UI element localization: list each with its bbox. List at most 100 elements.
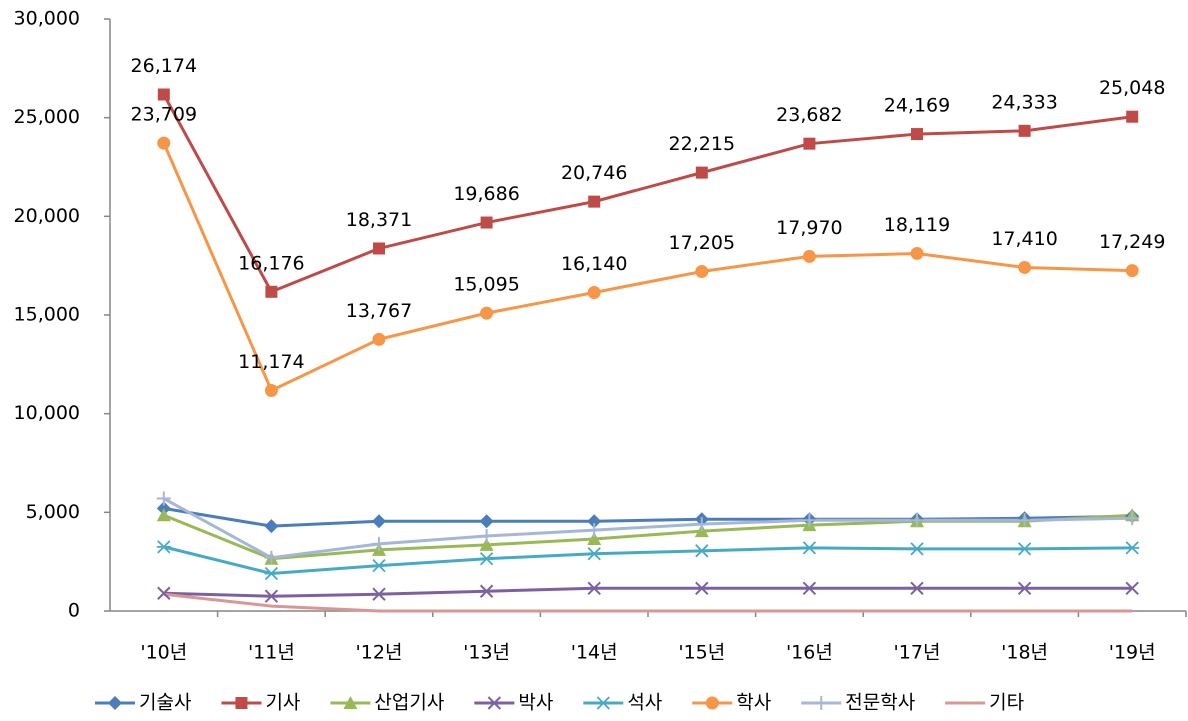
series-line xyxy=(163,586,1133,598)
data-label: 17,970 xyxy=(776,217,842,239)
x-tick-label: '17년 xyxy=(894,642,941,664)
data-label: 18,119 xyxy=(884,214,950,236)
x-tick-label: '11년 xyxy=(248,642,295,664)
marker xyxy=(1125,581,1139,596)
marker xyxy=(479,537,494,551)
marker xyxy=(157,586,171,600)
marker xyxy=(802,541,817,555)
marker xyxy=(343,696,358,709)
marker xyxy=(108,696,122,710)
marker xyxy=(910,246,924,260)
legend-label: 전문학사 xyxy=(845,692,915,714)
data-label: 18,371 xyxy=(346,209,412,231)
data-label: 26,174 xyxy=(131,55,197,77)
marker xyxy=(372,536,386,551)
marker xyxy=(814,696,829,710)
data-label: 16,176 xyxy=(238,252,304,274)
marker xyxy=(587,547,602,561)
series-line xyxy=(163,506,1133,528)
data-label: 19,686 xyxy=(453,183,519,205)
marker xyxy=(479,529,494,544)
marker xyxy=(372,514,386,529)
marker xyxy=(802,513,817,528)
marker xyxy=(587,523,602,538)
marker xyxy=(264,566,279,581)
legend-label: 기타 xyxy=(989,692,1024,714)
marker xyxy=(596,696,611,710)
x-tick-label: '12년 xyxy=(356,642,403,664)
marker xyxy=(1126,110,1139,123)
y-tick-label: 30,000 xyxy=(14,8,80,30)
marker xyxy=(588,195,601,208)
legend-label: 학사 xyxy=(736,692,771,714)
x-tick-label: '19년 xyxy=(1109,642,1156,664)
series-line xyxy=(163,497,1133,560)
marker xyxy=(1017,581,1032,596)
marker xyxy=(1017,513,1032,528)
legend-label: 박사 xyxy=(518,692,553,714)
marker xyxy=(372,558,386,573)
marker xyxy=(1017,542,1032,556)
legend-item: 기사 xyxy=(221,692,300,714)
marker xyxy=(264,383,278,397)
legend-label: 기술사 xyxy=(139,692,191,714)
marker xyxy=(479,514,494,529)
legend-item: 석사 xyxy=(583,692,662,714)
marker xyxy=(156,491,171,506)
marker xyxy=(910,581,924,596)
y-tick-label: 5,000 xyxy=(26,501,80,523)
marker xyxy=(910,542,924,556)
marker xyxy=(156,540,171,554)
legend-item: 기술사 xyxy=(95,692,191,714)
marker xyxy=(479,552,494,566)
marker xyxy=(1018,124,1031,137)
data-label: 20,746 xyxy=(561,162,627,184)
x-tick-label: '10년 xyxy=(140,642,187,664)
legend-item: 기타 xyxy=(945,692,1024,714)
x-tick-label: '14년 xyxy=(571,642,618,664)
legend-item: 전문학사 xyxy=(801,692,915,714)
marker xyxy=(802,249,816,263)
series-line xyxy=(162,93,1133,294)
marker xyxy=(264,550,279,565)
marker xyxy=(157,88,170,101)
data-label: 17,249 xyxy=(1099,231,1165,253)
y-tick-label: 0 xyxy=(68,600,80,622)
y-tick-label: 20,000 xyxy=(14,205,80,227)
marker xyxy=(1125,264,1139,278)
marker xyxy=(802,581,817,596)
data-label: 23,709 xyxy=(131,104,197,126)
y-tick-label: 10,000 xyxy=(14,402,80,424)
y-tick-label: 15,000 xyxy=(14,304,80,326)
x-tick-label: '15년 xyxy=(678,642,725,664)
marker xyxy=(911,128,923,141)
x-tick-label: '13년 xyxy=(463,642,510,664)
data-label: 15,095 xyxy=(453,274,519,296)
marker xyxy=(235,697,248,709)
marker xyxy=(910,513,924,528)
marker xyxy=(694,517,709,532)
marker xyxy=(372,332,386,346)
marker xyxy=(695,581,709,596)
marker xyxy=(1125,511,1140,526)
marker xyxy=(694,544,709,558)
legend-item: 박사 xyxy=(474,692,553,714)
marker xyxy=(480,216,493,229)
legend-label: 기사 xyxy=(265,692,300,714)
data-label: 17,205 xyxy=(669,232,735,254)
marker xyxy=(265,285,278,298)
data-label: 24,169 xyxy=(884,95,950,117)
x-tick-label: '18년 xyxy=(1001,642,1048,664)
legend-label: 석사 xyxy=(627,692,662,714)
marker xyxy=(372,587,386,601)
data-label: 22,215 xyxy=(669,133,735,155)
series-line xyxy=(163,545,1133,576)
marker xyxy=(373,242,385,255)
marker xyxy=(264,589,279,603)
series-line xyxy=(162,142,1133,393)
marker xyxy=(705,696,719,710)
marker xyxy=(587,286,601,300)
legend-item: 산업기사 xyxy=(330,692,444,714)
data-label: 24,333 xyxy=(991,91,1057,113)
marker xyxy=(157,136,171,150)
